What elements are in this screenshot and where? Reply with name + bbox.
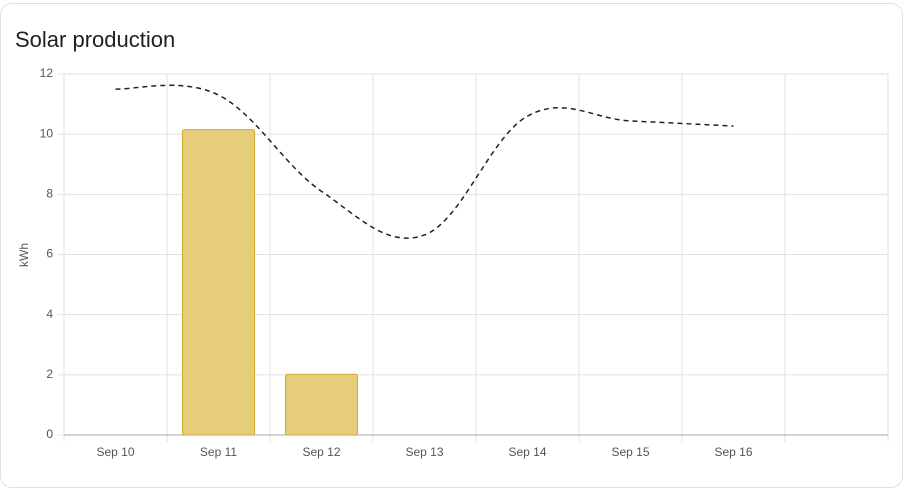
bar xyxy=(181,129,256,436)
x-tick-label: Sep 11 xyxy=(200,445,237,459)
card xyxy=(0,3,903,488)
y-axis-label: kWh xyxy=(17,243,31,267)
y-tick-label: 10 xyxy=(40,126,54,140)
y-tick-label: 12 xyxy=(40,66,54,80)
y-tick-label: 6 xyxy=(46,247,53,261)
x-tick-label: Sep 15 xyxy=(611,445,649,459)
forecast-line xyxy=(115,84,734,239)
x-tick-label: Sep 16 xyxy=(714,445,752,459)
x-tick-label: Sep 14 xyxy=(508,445,546,459)
x-tick-label: Sep 12 xyxy=(302,445,340,459)
y-tick-label: 8 xyxy=(46,187,53,201)
y-tick-label: 2 xyxy=(46,367,53,381)
bar xyxy=(284,373,359,436)
y-tick-label: 0 xyxy=(46,427,53,441)
chart-title: Solar production xyxy=(15,27,175,52)
x-tick-label: Sep 13 xyxy=(405,445,443,459)
y-tick-label: 4 xyxy=(46,307,53,321)
x-tick-label: Sep 10 xyxy=(96,445,134,459)
